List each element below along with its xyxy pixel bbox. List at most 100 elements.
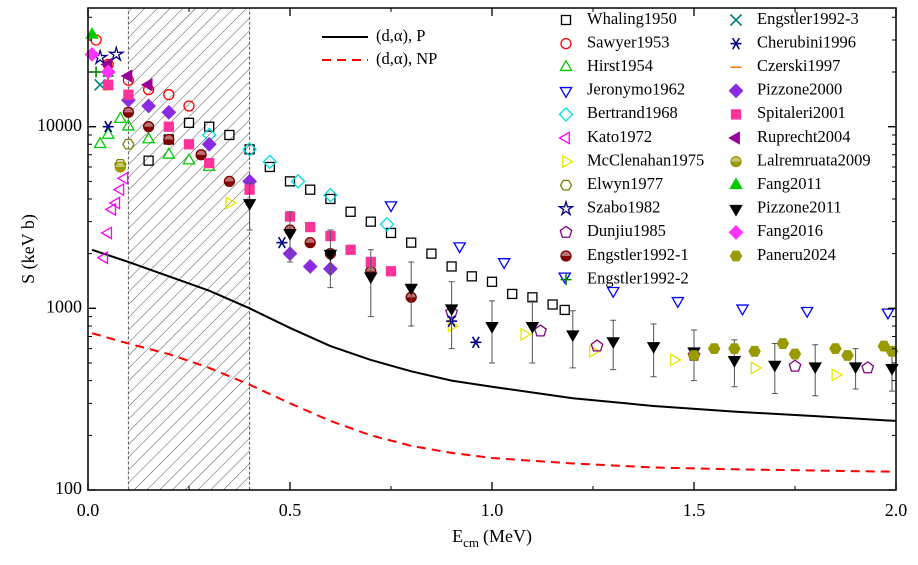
marker-shape	[560, 37, 572, 50]
legend-label: Czerski1997	[757, 56, 840, 75]
marker-shape	[345, 206, 356, 217]
marker-shape	[557, 199, 575, 217]
data-point	[290, 173, 306, 189]
marker-shape	[729, 204, 743, 217]
data-point	[276, 236, 288, 249]
marker-shape	[452, 242, 467, 254]
legend-label: Hirst1954	[587, 56, 653, 75]
model-curve	[91, 248, 897, 422]
marker-shape	[325, 193, 336, 205]
marker-shape	[589, 344, 601, 359]
data-point	[183, 100, 195, 112]
data-point	[829, 343, 842, 355]
data-point	[669, 353, 682, 367]
marker-shape	[244, 144, 255, 155]
legend-label: Cherubini1996	[757, 32, 856, 51]
data-point	[224, 129, 235, 141]
plot-area	[84, 7, 899, 491]
data-point	[447, 319, 460, 333]
marker-shape	[788, 359, 802, 372]
marker-shape	[143, 121, 154, 127]
data-point	[101, 127, 115, 139]
data-point	[808, 362, 822, 375]
data-point	[204, 121, 215, 132]
marker-shape	[669, 353, 682, 367]
data-point	[768, 360, 782, 373]
data-point	[96, 250, 109, 265]
data-point	[606, 286, 620, 299]
legend-marker	[559, 86, 573, 99]
marker-shape	[547, 299, 558, 310]
marker-shape	[590, 339, 604, 352]
data-point	[108, 196, 121, 210]
marker-shape	[264, 161, 275, 173]
marker-shape	[305, 221, 316, 233]
data-point	[406, 237, 417, 248]
data-point	[446, 261, 457, 272]
marker-shape	[561, 256, 571, 261]
data-point	[242, 141, 258, 157]
marker-shape	[104, 202, 117, 217]
data-point	[788, 348, 802, 360]
marker-shape	[183, 139, 195, 150]
marker-shape	[163, 134, 174, 140]
data-point	[100, 64, 116, 80]
marker-shape	[100, 226, 113, 240]
marker-shape	[881, 308, 895, 321]
marker-shape	[646, 342, 661, 354]
legend-label: Spitaleri2001	[757, 103, 846, 122]
data-point	[93, 136, 107, 149]
marker-shape	[284, 176, 296, 187]
marker-shape	[557, 272, 572, 285]
y-tick-label: 100	[55, 478, 82, 498]
y-tick-label: 10000	[37, 115, 82, 135]
marker-shape	[84, 46, 100, 62]
data-point	[345, 206, 356, 217]
marker-shape	[322, 187, 338, 203]
marker-shape	[305, 237, 316, 243]
data-point	[384, 201, 398, 213]
marker-shape	[224, 176, 235, 182]
marker-shape	[123, 107, 134, 113]
marker-stroke	[729, 13, 743, 27]
legend-marker	[729, 177, 743, 190]
data-point	[103, 79, 114, 90]
legend-marker	[728, 83, 744, 99]
marker-shape	[729, 177, 743, 190]
data-point	[881, 308, 895, 321]
marker-shape	[163, 89, 175, 101]
data-point	[242, 199, 257, 211]
data-point	[323, 249, 338, 262]
data-point	[305, 184, 316, 195]
marker-shape	[728, 83, 744, 99]
data-point	[861, 361, 875, 374]
marker-shape	[224, 181, 235, 187]
marker-shape	[731, 156, 741, 162]
data-point	[140, 78, 153, 92]
data-point	[283, 229, 297, 241]
legend-marker	[560, 250, 572, 262]
legend-marker	[730, 109, 742, 120]
data-point	[426, 248, 437, 259]
data-point	[485, 322, 499, 334]
marker-shape	[466, 271, 477, 282]
data-point	[195, 149, 207, 161]
marker-shape	[204, 157, 215, 169]
legend-marker	[728, 224, 744, 240]
marker-shape	[748, 345, 761, 357]
data-point	[470, 336, 482, 349]
marker-shape	[143, 126, 154, 132]
data-point	[113, 111, 128, 124]
marker-shape	[123, 89, 134, 100]
data-point	[841, 350, 854, 361]
data-point	[100, 226, 113, 240]
marker-shape	[447, 319, 460, 333]
marker-shape	[115, 166, 126, 172]
legend-marker	[728, 131, 740, 145]
x-tick-label: 1.0	[481, 500, 504, 520]
marker-shape	[606, 337, 620, 349]
legend-marker	[729, 204, 743, 217]
x-label-unit: (MeV)	[483, 526, 532, 547]
data-point	[85, 27, 99, 39]
data-point	[534, 324, 547, 337]
